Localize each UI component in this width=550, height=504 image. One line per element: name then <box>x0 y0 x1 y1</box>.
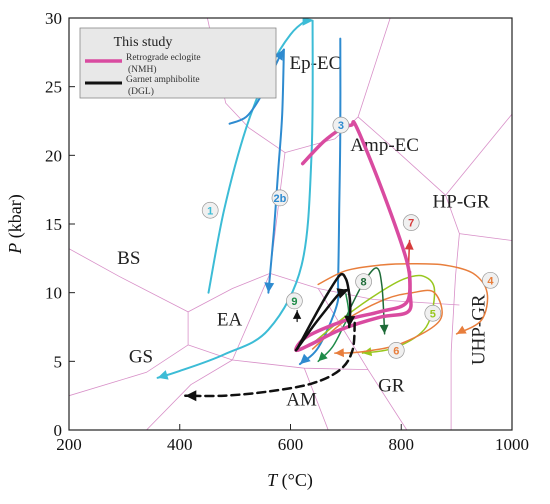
x-axis-title: T (°C) <box>267 470 313 491</box>
path-arrowhead <box>336 288 349 299</box>
facies-boundary <box>187 344 233 361</box>
pt-path-2b <box>267 48 285 294</box>
path-number-badge <box>271 189 289 207</box>
path-number-text: 5 <box>430 308 436 320</box>
legend-label-dgl-2: (DGL) <box>128 86 154 97</box>
facies-boundary <box>187 273 271 313</box>
facies-label: GS <box>129 347 153 368</box>
path-number-badge <box>355 273 372 291</box>
path-arrowhead <box>185 390 197 402</box>
path-arrowhead <box>264 282 275 293</box>
facies-boundary <box>357 116 446 196</box>
facies-boundaries <box>69 18 512 430</box>
facies-boundary <box>303 368 329 430</box>
path-number-badge <box>286 292 303 310</box>
facies-boundary <box>450 233 460 430</box>
path-number-text: 6 <box>393 345 399 357</box>
pt-path-DGL <box>295 272 352 351</box>
pt-path-DGL-retro <box>184 321 356 398</box>
facies-boundary <box>69 344 189 397</box>
x-tick-label: 400 <box>167 435 193 454</box>
path-arrowhead <box>344 315 356 327</box>
pt-path-4 <box>317 263 489 335</box>
path-number-badge <box>482 271 499 289</box>
path-number-labels: 1 2b 3 4 5 6 7 8 9 <box>201 116 499 359</box>
path-number-text: 3 <box>338 120 344 132</box>
y-axis-title: P (kbar) <box>5 194 26 254</box>
facies-boundary <box>232 273 271 361</box>
x-tick-label: 800 <box>389 435 415 454</box>
path-arrowhead <box>318 351 328 362</box>
path-number-badge <box>332 116 350 134</box>
path-number-text: 7 <box>408 218 414 230</box>
facies-label: AM <box>286 389 317 410</box>
path-arrowhead <box>379 324 389 334</box>
path-number-text: 8 <box>361 277 367 289</box>
y-axis-ticks: 0 5 10 15 20 25 30 <box>45 9 75 440</box>
y-tick-label: 25 <box>45 78 62 97</box>
y-tick-label: 0 <box>54 421 63 440</box>
facies-boundary <box>445 113 512 196</box>
path-number-text: 9 <box>291 296 297 308</box>
x-tick-label: 1000 <box>495 435 529 454</box>
path-number-badge <box>387 341 405 359</box>
legend-label-nmh-2: (NMH) <box>128 64 157 75</box>
facies-boundary <box>69 248 189 313</box>
y-tick-label: 20 <box>45 146 62 165</box>
facies-label: BS <box>117 248 140 269</box>
path-arrowhead <box>274 49 284 61</box>
pt-path-8 <box>345 267 386 335</box>
facies-label: Ep-EC <box>290 53 342 74</box>
x-tick-label: 600 <box>278 435 304 454</box>
pt-path-5 <box>311 274 436 354</box>
path-arrowhead <box>292 310 302 319</box>
path-number-badge <box>201 201 219 219</box>
legend: This study Retrograde eclogite (NMH) Gar… <box>79 27 277 99</box>
path-number-text: 1 <box>207 205 213 217</box>
x-tick-label: 200 <box>56 435 82 454</box>
y-tick-label: 10 <box>45 284 62 303</box>
path-arrowhead <box>456 325 467 334</box>
legend-label-dgl-1: Garnet amphibolite <box>126 75 200 85</box>
path-number-badge <box>424 304 442 322</box>
x-axis-ticks: 200 400 600 800 1000 <box>56 424 529 454</box>
y-tick-label: 30 <box>45 9 62 28</box>
path-arrowhead <box>404 240 414 250</box>
legend-title: This study <box>114 35 173 50</box>
path-arrowhead <box>302 18 313 26</box>
path-number-badge <box>402 214 420 231</box>
legend-box <box>79 27 277 99</box>
legend-label-nmh-1: Retrograde eclogite <box>126 53 201 63</box>
facies-label: GR <box>378 376 405 397</box>
facies-label: HP-GR <box>433 192 490 213</box>
facies-boundary <box>146 359 233 430</box>
facies-label-vertical: UHP-GR <box>468 294 489 365</box>
path-number-text: 2b <box>274 193 287 205</box>
y-tick-label: 5 <box>54 352 63 371</box>
path-arrowhead <box>334 348 344 358</box>
path-arrowhead <box>299 353 311 365</box>
path-number-text: 4 <box>487 275 494 287</box>
y-tick-label: 15 <box>45 215 62 234</box>
pt-path-6 <box>311 289 443 354</box>
path-arrowhead <box>157 370 169 380</box>
facies-label: EA <box>217 310 243 331</box>
pt-path-1b <box>156 19 314 379</box>
